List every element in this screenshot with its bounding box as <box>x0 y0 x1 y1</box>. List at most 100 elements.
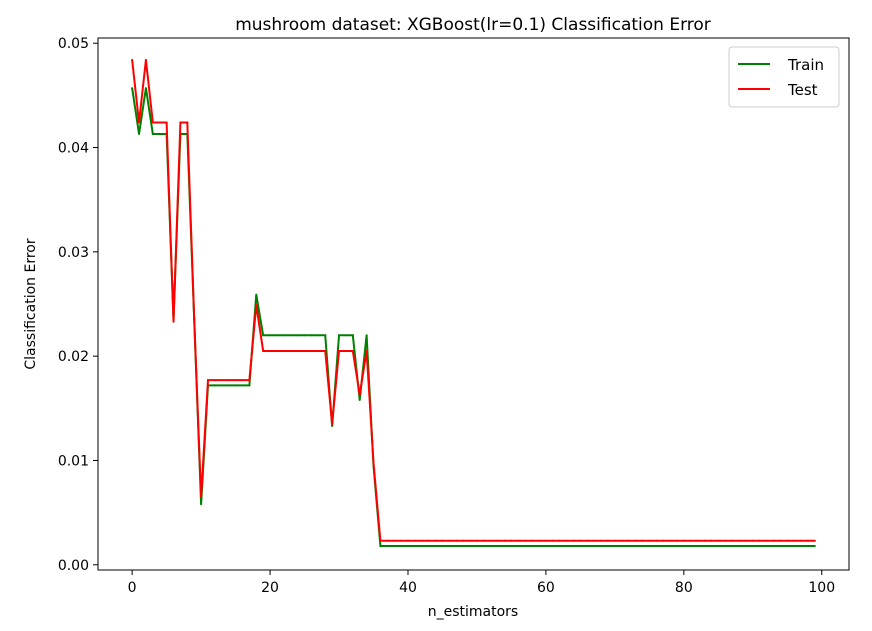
data-point-test <box>344 349 347 352</box>
data-point-test <box>255 304 258 307</box>
data-point-train <box>310 334 313 337</box>
data-point-test <box>489 539 492 542</box>
data-point-train <box>786 545 789 548</box>
data-point-train <box>793 545 796 548</box>
data-point-test <box>475 539 478 542</box>
data-point-test <box>289 349 292 352</box>
data-point-train <box>620 545 623 548</box>
data-point-train <box>358 398 361 401</box>
data-point-train <box>144 87 147 90</box>
data-point-train <box>269 334 272 337</box>
data-point-train <box>441 545 444 548</box>
legend-label-train: Train <box>787 56 824 74</box>
series-line-train <box>131 87 815 548</box>
data-point-test <box>724 539 727 542</box>
data-point-train <box>593 545 596 548</box>
data-point-train <box>800 545 803 548</box>
data-point-test <box>813 539 816 542</box>
data-point-train <box>351 334 354 337</box>
y-tick-label: 0.00 <box>58 558 89 574</box>
data-point-train <box>689 545 692 548</box>
data-point-test <box>758 539 761 542</box>
data-point-train <box>496 545 499 548</box>
data-point-test <box>634 539 637 542</box>
data-point-test <box>565 539 568 542</box>
data-point-train <box>448 545 451 548</box>
data-point-test <box>531 539 534 542</box>
data-point-test <box>765 539 768 542</box>
data-point-train <box>579 545 582 548</box>
data-point-test <box>558 539 561 542</box>
data-point-train <box>572 545 575 548</box>
data-point-test <box>448 539 451 542</box>
data-point-test <box>689 539 692 542</box>
data-point-train <box>303 334 306 337</box>
data-point-train <box>538 545 541 548</box>
y-tick-label: 0.04 <box>58 141 89 157</box>
data-point-test <box>206 379 209 382</box>
data-point-train <box>344 334 347 337</box>
data-point-test <box>544 539 547 542</box>
chart-title: mushroom dataset: XGBoost(lr=0.1) Classi… <box>235 15 711 35</box>
data-point-train <box>600 545 603 548</box>
data-point-train <box>669 545 672 548</box>
data-point-train <box>455 545 458 548</box>
data-point-train <box>779 545 782 548</box>
data-point-test <box>200 495 203 498</box>
data-point-test <box>613 539 616 542</box>
data-point-train <box>227 384 230 387</box>
data-point-test <box>579 539 582 542</box>
data-point-test <box>710 539 713 542</box>
data-point-train <box>517 545 520 548</box>
data-point-train <box>413 545 416 548</box>
data-point-train <box>379 545 382 548</box>
data-point-train <box>551 545 554 548</box>
data-point-test <box>269 349 272 352</box>
data-point-train <box>662 545 665 548</box>
x-axis-label: n_estimators <box>428 604 518 620</box>
data-point-test <box>186 121 189 124</box>
data-point-test <box>275 349 278 352</box>
data-point-test <box>158 121 161 124</box>
data-point-train <box>648 545 651 548</box>
data-point-test <box>551 539 554 542</box>
data-point-train <box>586 545 589 548</box>
data-point-test <box>482 539 485 542</box>
y-tick-label: 0.02 <box>58 349 89 365</box>
data-point-train <box>151 132 154 135</box>
data-point-train <box>751 545 754 548</box>
data-point-test <box>282 349 285 352</box>
data-point-train <box>282 334 285 337</box>
data-point-train <box>765 545 768 548</box>
data-point-test <box>434 539 437 542</box>
data-point-test <box>462 539 465 542</box>
data-point-test <box>751 539 754 542</box>
data-point-test <box>503 539 506 542</box>
data-point-train <box>331 425 334 428</box>
y-axis: 0.00 0.01 0.02 0.03 0.04 0.05 <box>58 36 98 574</box>
data-point-test <box>151 121 154 124</box>
data-point-test <box>510 539 513 542</box>
data-point-test <box>696 539 699 542</box>
data-point-test <box>772 539 775 542</box>
data-point-train <box>324 334 327 337</box>
legend-box <box>728 46 840 108</box>
data-point-train <box>365 334 368 337</box>
x-axis: 0 20 40 60 80 100 <box>128 570 835 596</box>
data-point-train <box>138 132 141 135</box>
data-point-train <box>613 545 616 548</box>
data-point-train <box>710 545 713 548</box>
data-point-test <box>365 349 368 352</box>
data-point-test <box>262 349 265 352</box>
data-point-test <box>586 539 589 542</box>
data-point-test <box>303 349 306 352</box>
data-point-test <box>138 121 141 124</box>
data-point-train <box>213 384 216 387</box>
data-point-train <box>655 545 658 548</box>
data-point-test <box>406 539 409 542</box>
data-point-test <box>310 349 313 352</box>
data-point-test <box>627 539 630 542</box>
data-point-train <box>717 545 720 548</box>
data-point-test <box>648 539 651 542</box>
